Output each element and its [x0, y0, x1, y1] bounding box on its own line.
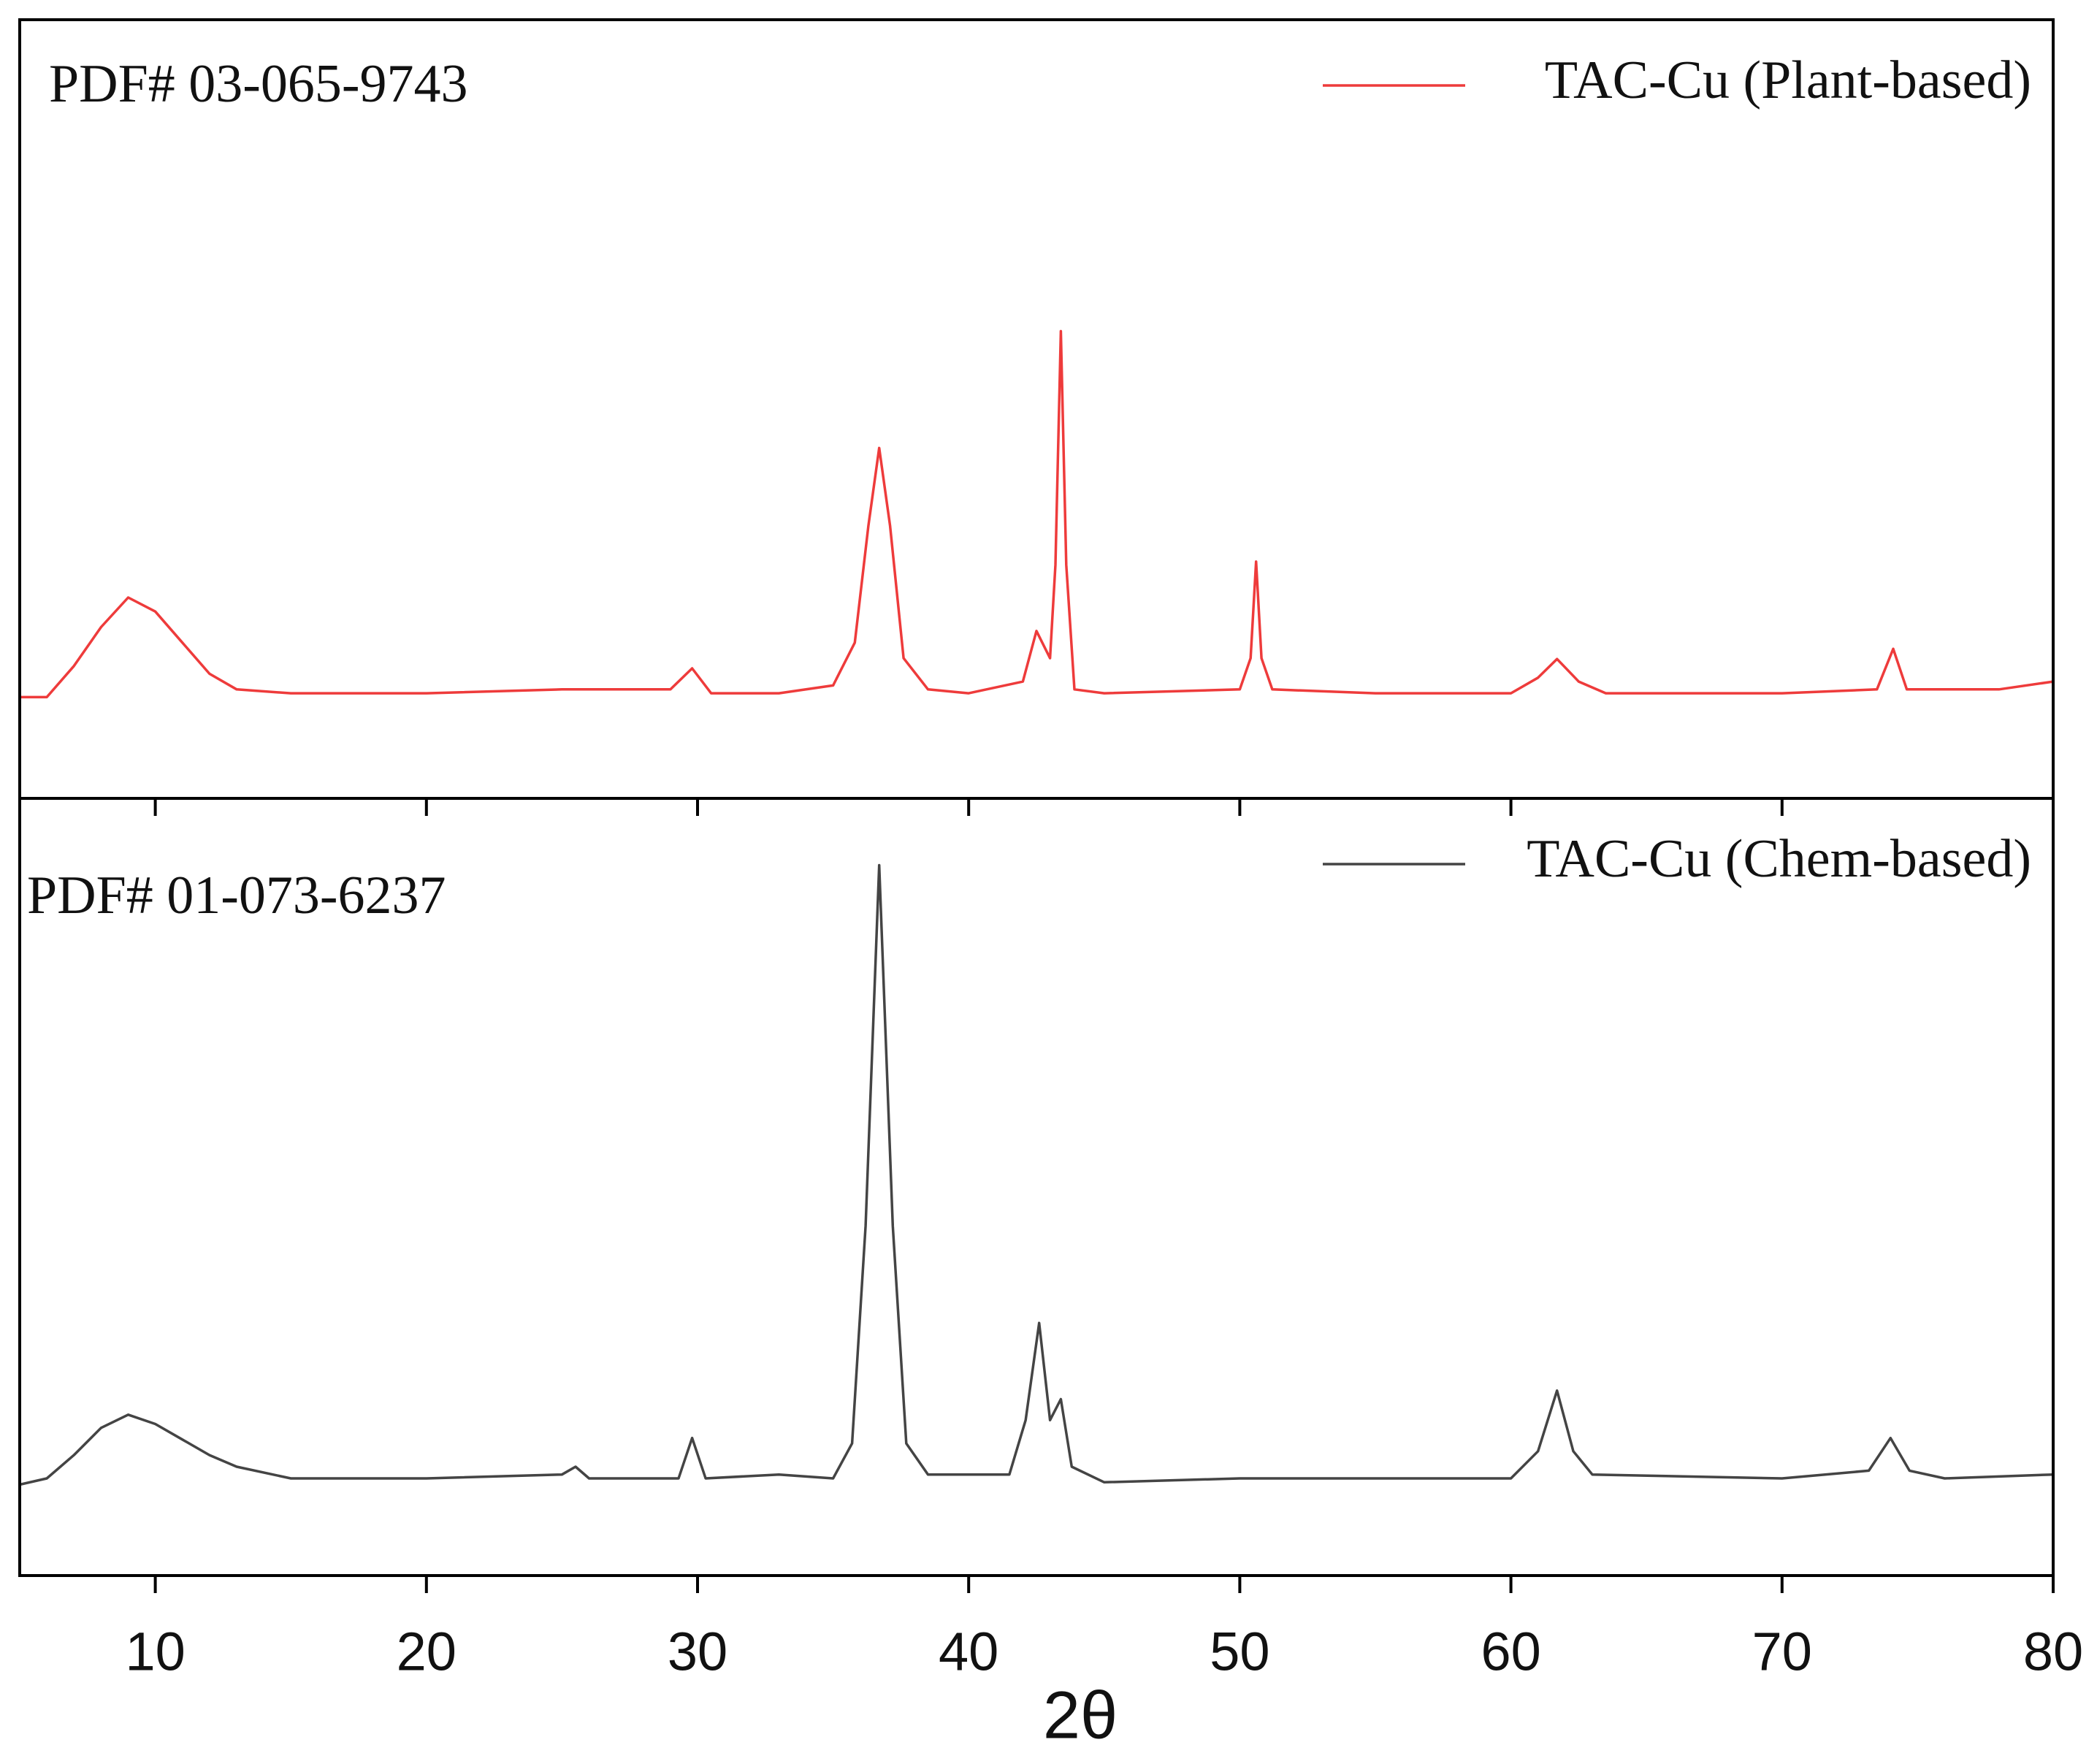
- x-tick-label: 50: [1210, 1622, 1269, 1682]
- plot-frame: [18, 18, 2055, 800]
- x-axis-label: 2θ: [1043, 1678, 1118, 1752]
- annotation: PDF# 03-065-9743: [49, 54, 468, 114]
- x-tick-label: 70: [1752, 1622, 1812, 1682]
- data-line: [19, 863, 2054, 1486]
- data-line: [20, 329, 2054, 699]
- legend-label: TAC-Cu (Plant-based): [1545, 50, 2031, 110]
- x-tick-label: 10: [125, 1622, 185, 1682]
- x-tick-label: 30: [668, 1622, 727, 1682]
- x-tick-label: 80: [2023, 1622, 2083, 1682]
- legend-label: TAC-Cu (Chem-based): [1527, 829, 2031, 889]
- plot-frame: [18, 797, 2055, 1577]
- annotation: PDF# 01-073-6237: [27, 866, 446, 925]
- x-tick-label: 40: [939, 1622, 998, 1682]
- x-tick-label: 20: [397, 1622, 457, 1682]
- x-tick-label: 60: [1481, 1622, 1540, 1682]
